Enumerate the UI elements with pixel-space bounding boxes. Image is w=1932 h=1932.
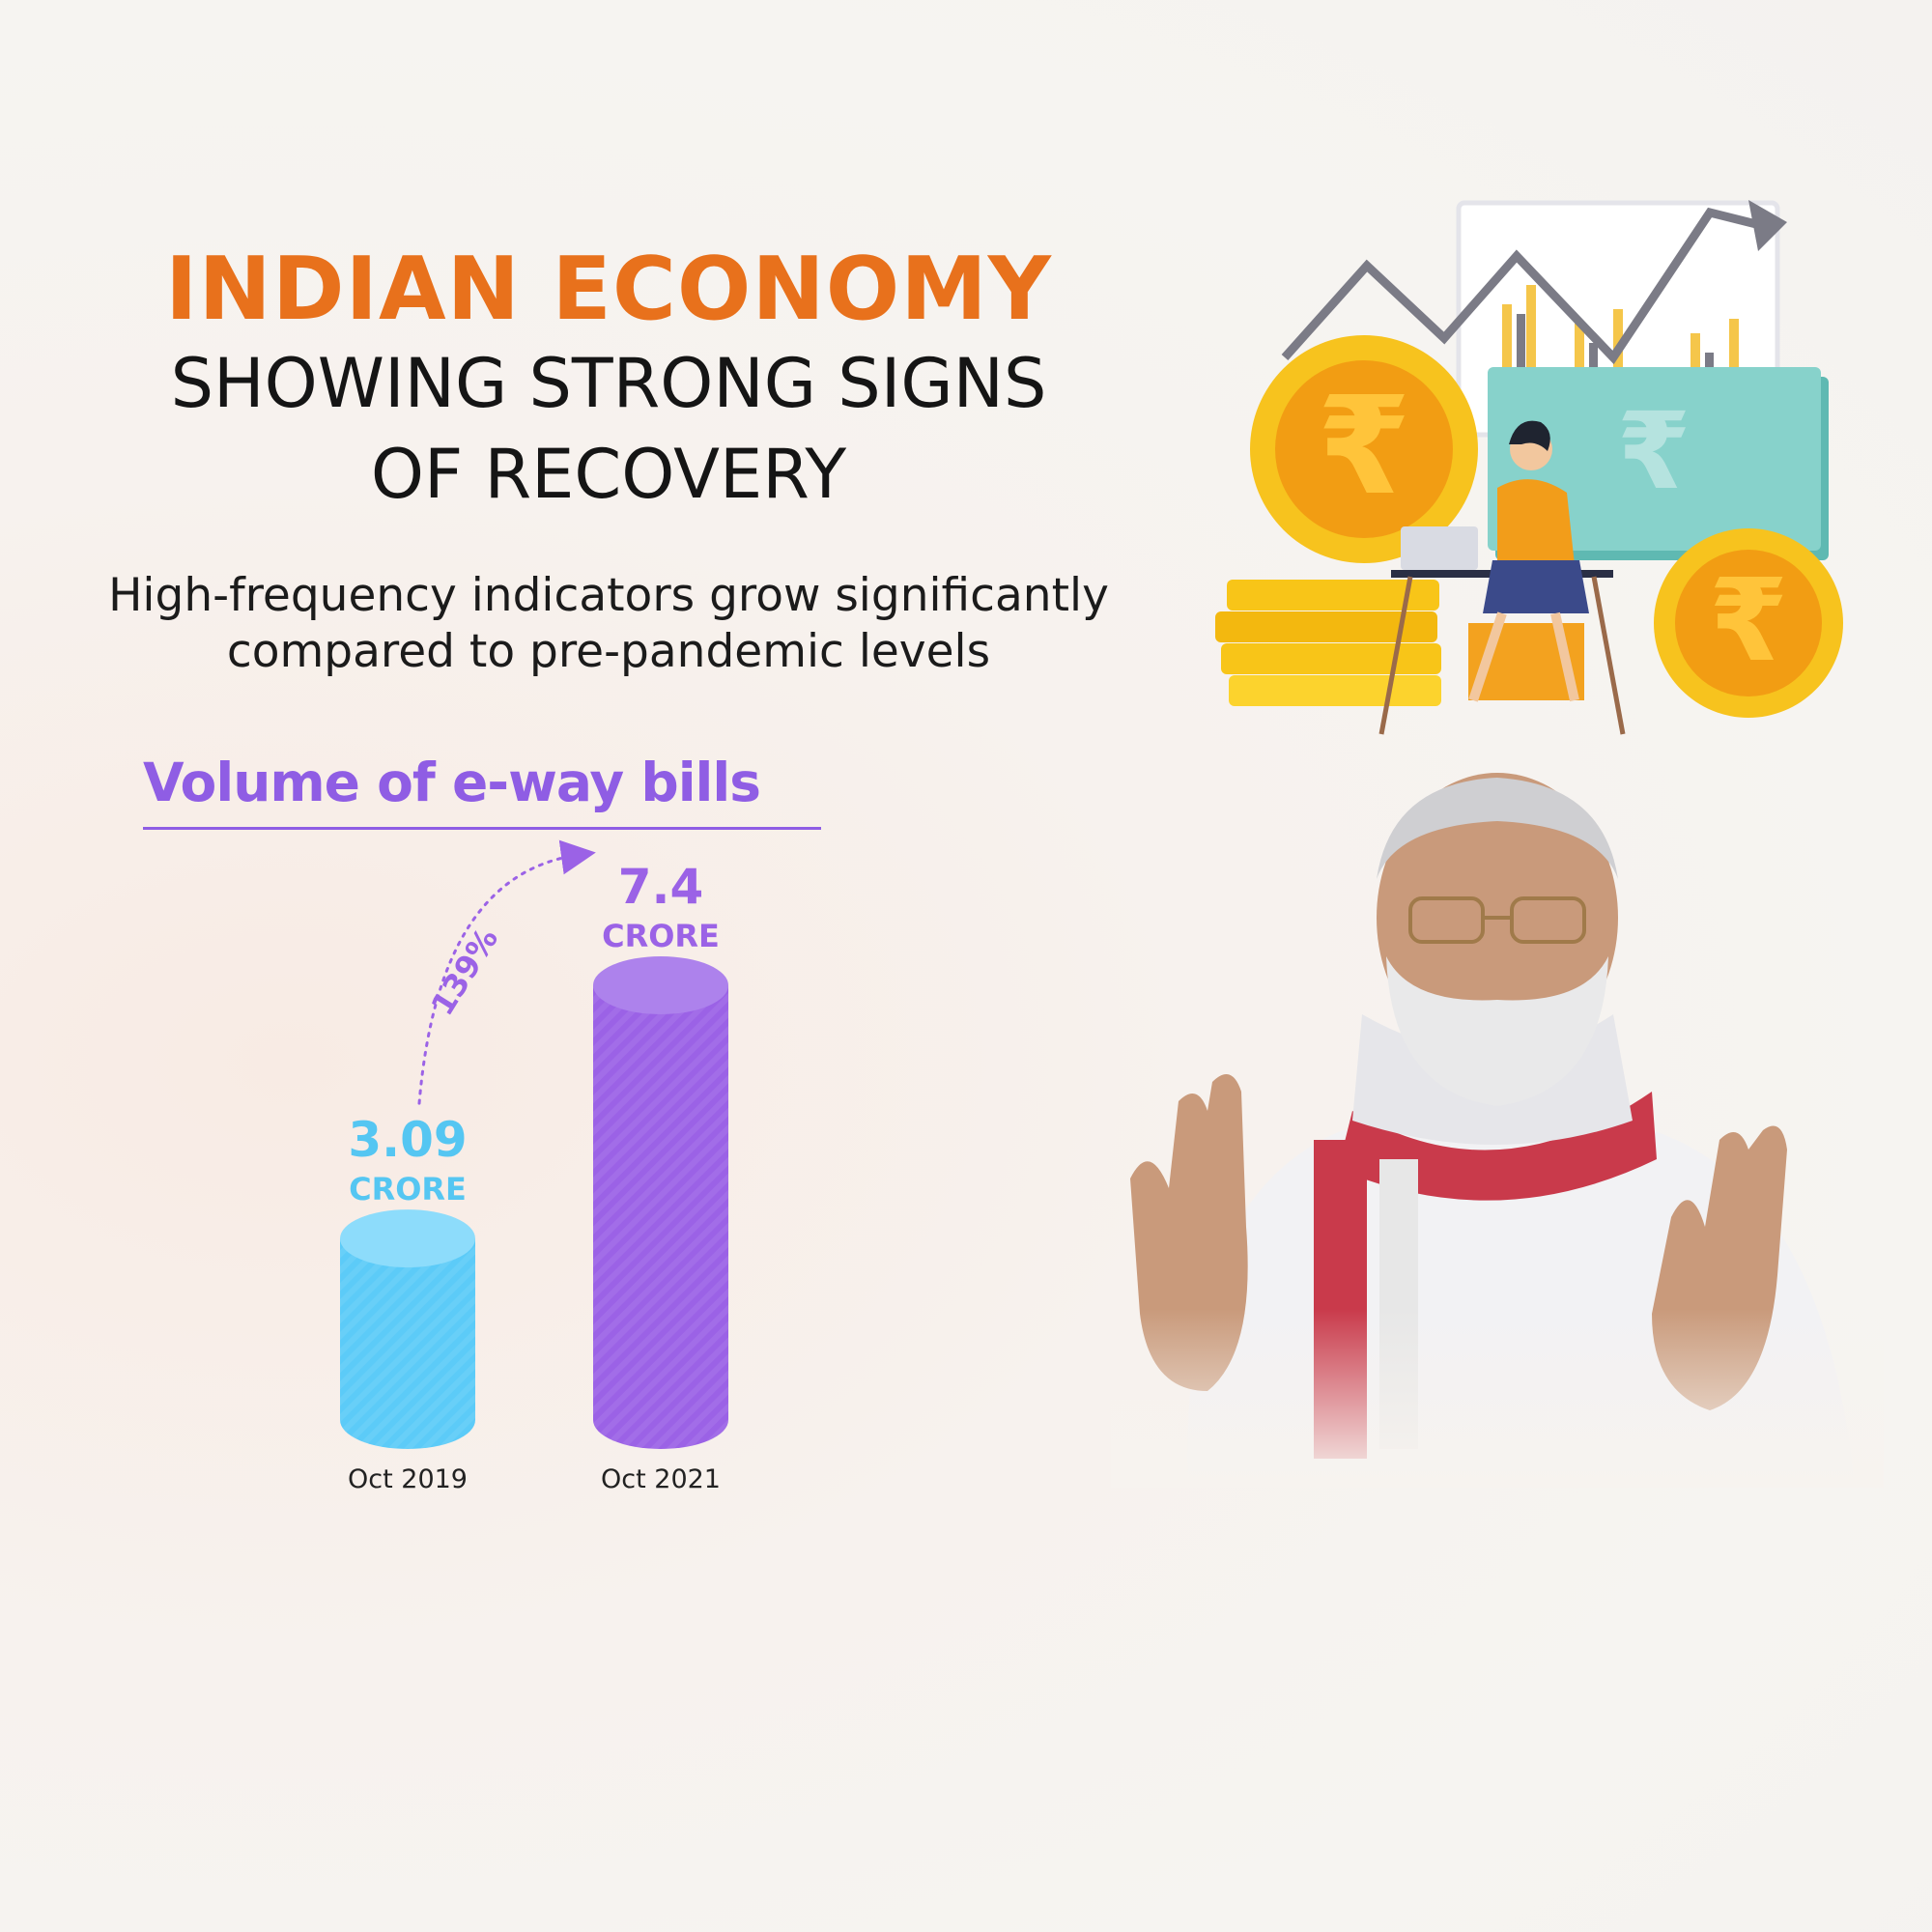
subtitle-line-2: OF RECOVERY: [370, 435, 847, 514]
growth-percent-label: 139%: [424, 922, 506, 1022]
description-line-1: High-frequency indicators grow significa…: [108, 569, 1109, 622]
bar-texture: [593, 985, 728, 1449]
bar-unit-label: CRORE: [349, 1171, 467, 1208]
bar-unit-label: CRORE: [602, 918, 720, 954]
bar-texture: [340, 1238, 475, 1449]
bar-value-label: 7.4: [618, 859, 704, 915]
x-tick-label: Oct 2019: [348, 1464, 468, 1494]
bar-top: [340, 1209, 475, 1268]
growth-arrow: [417, 839, 596, 1105]
chart-title-underline: [143, 827, 821, 830]
finance-growth-illustration: ₹ ₹ ₹: [1215, 200, 1843, 735]
page-title: INDIAN ECONOMY: [165, 239, 1052, 340]
description-line-2: compared to pre-pandemic levels: [226, 625, 991, 678]
svg-text:₹: ₹: [1317, 368, 1410, 526]
svg-text:₹: ₹: [1709, 554, 1788, 687]
speaker-photo: [1111, 773, 1884, 1488]
bar-top: [593, 956, 728, 1014]
x-tick-label: Oct 2021: [601, 1464, 721, 1494]
chart-title: Volume of e-way bills: [143, 752, 761, 813]
svg-text:₹: ₹: [1617, 389, 1691, 513]
bar-value-label: 3.09: [348, 1112, 467, 1168]
subtitle-line-1: SHOWING STRONG SIGNS: [170, 344, 1047, 423]
headline: INDIAN ECONOMY SHOWING STRONG SIGNS OF R…: [58, 242, 1159, 520]
description: High-frequency indicators grow significa…: [39, 568, 1179, 680]
